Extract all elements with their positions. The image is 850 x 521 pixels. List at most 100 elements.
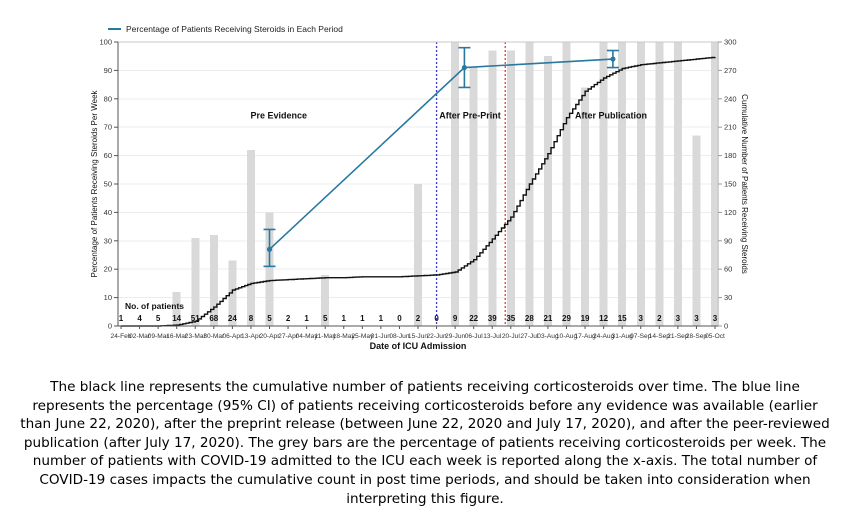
svg-text:180: 180 [724, 151, 737, 160]
svg-text:210: 210 [724, 123, 737, 132]
cumulative-line [121, 56, 716, 327]
svg-text:31-Aug: 31-Aug [612, 333, 634, 340]
svg-text:9: 9 [453, 314, 458, 323]
svg-text:5: 5 [156, 314, 161, 323]
svg-text:30: 30 [724, 293, 732, 302]
svg-text:13-Jul: 13-Jul [483, 333, 501, 340]
svg-text:1: 1 [342, 314, 347, 323]
svg-text:2: 2 [286, 314, 291, 323]
annotation-after-publication: After Publication [575, 111, 647, 121]
svg-text:05-Oct: 05-Oct [705, 333, 725, 340]
svg-text:60: 60 [724, 265, 732, 274]
svg-text:68: 68 [209, 314, 218, 323]
period-percentage-line [263, 46, 619, 268]
svg-text:10-Aug: 10-Aug [556, 333, 578, 340]
svg-text:02-Mar: 02-Mar [129, 333, 151, 340]
svg-text:18-May: 18-May [333, 333, 356, 340]
svg-text:22-Jun: 22-Jun [426, 333, 446, 340]
svg-text:06-Jul: 06-Jul [465, 333, 483, 340]
svg-text:70: 70 [104, 123, 112, 132]
svg-text:0: 0 [397, 314, 402, 323]
svg-text:07-Sep: 07-Sep [630, 333, 652, 340]
svg-text:3: 3 [639, 314, 644, 323]
svg-text:21: 21 [543, 314, 552, 323]
y-axis-left-title: Percentage of Patients Receiving Steroid… [90, 89, 99, 277]
svg-text:14-Sep: 14-Sep [649, 333, 671, 340]
svg-text:30: 30 [104, 236, 112, 245]
svg-text:90: 90 [104, 66, 112, 75]
svg-text:35: 35 [506, 314, 515, 323]
annotation-after-pre-print: After Pre-Print [439, 111, 501, 121]
svg-text:23-Mar: 23-Mar [185, 333, 207, 340]
svg-text:30-Mar: 30-Mar [203, 333, 225, 340]
combo-chart: 0102030405060708090100030609012015018021… [90, 24, 749, 351]
svg-text:24-Aug: 24-Aug [593, 333, 615, 340]
svg-text:1: 1 [360, 314, 365, 323]
svg-text:300: 300 [724, 38, 737, 47]
svg-text:24-Feb: 24-Feb [111, 333, 132, 340]
svg-text:1: 1 [379, 314, 384, 323]
svg-text:09-Mar: 09-Mar [148, 333, 170, 340]
svg-text:27-Apr: 27-Apr [278, 333, 299, 340]
svg-text:20-Jul: 20-Jul [502, 333, 520, 340]
weekly-percentage-bars [172, 42, 719, 327]
svg-text:20-Apr: 20-Apr [260, 333, 281, 340]
svg-text:8: 8 [249, 314, 254, 323]
svg-text:51: 51 [191, 314, 200, 323]
svg-text:19: 19 [581, 314, 590, 323]
svg-text:10: 10 [104, 293, 112, 302]
svg-text:5: 5 [323, 314, 328, 323]
svg-text:50: 50 [104, 180, 112, 189]
svg-text:60: 60 [104, 151, 112, 160]
svg-text:28-Sep: 28-Sep [686, 333, 708, 340]
svg-text:11-May: 11-May [314, 333, 336, 340]
svg-text:3: 3 [694, 314, 699, 323]
y-axis-left-ticks: 0 10 20 30 40 50 60 70 80 90 100 [99, 38, 118, 331]
svg-text:2: 2 [416, 314, 421, 323]
steroids-figure: 0 10 20 30 40 50 60 70 80 90 100 0 30 60 90 120 150 180 21… [90, 24, 749, 351]
svg-text:2: 2 [657, 314, 662, 323]
svg-text:28: 28 [525, 314, 534, 323]
period-point [610, 56, 616, 62]
svg-text:04-May: 04-May [296, 333, 319, 340]
svg-text:3: 3 [676, 314, 681, 323]
svg-text:27-Jul: 27-Jul [520, 333, 538, 340]
svg-text:24: 24 [228, 314, 237, 323]
svg-text:150: 150 [724, 180, 737, 189]
period-point [266, 246, 273, 252]
svg-text:0: 0 [434, 314, 439, 323]
y-axis-right-title: Cumulative Number of Patients Receiving … [740, 94, 749, 274]
svg-text:80: 80 [104, 94, 112, 103]
svg-text:100: 100 [99, 38, 112, 47]
svg-text:03-Aug: 03-Aug [537, 333, 559, 340]
svg-text:39: 39 [488, 314, 497, 323]
svg-text:17-Aug: 17-Aug [574, 333, 596, 340]
svg-text:20: 20 [104, 265, 112, 274]
svg-text:120: 120 [724, 208, 737, 217]
legend-label: Percentage of Patients Receiving Steroid… [126, 24, 343, 34]
svg-text:4: 4 [137, 314, 142, 323]
svg-text:14: 14 [172, 314, 181, 323]
x-axis-title: Date of ICU Admission [370, 341, 467, 351]
svg-text:1: 1 [119, 314, 124, 323]
figure-caption: The black line represents the cumulative… [20, 379, 830, 507]
legend: Percentage of Patients Receiving Steroid… [108, 24, 343, 34]
patients-row-label: No. of patients [125, 301, 184, 311]
svg-text:29-Jun: 29-Jun [445, 333, 465, 340]
svg-text:25-May: 25-May [351, 333, 374, 340]
svg-text:15: 15 [618, 314, 627, 323]
svg-text:270: 270 [724, 66, 737, 75]
svg-text:240: 240 [724, 94, 737, 103]
x-axis-ticks: 24-Feb02-Mar09-Mar16-Mar23-Mar30-Mar06-A… [111, 326, 725, 340]
svg-text:12: 12 [599, 314, 608, 323]
svg-text:22: 22 [469, 314, 478, 323]
svg-text:90: 90 [724, 236, 732, 245]
svg-text:06-Apr: 06-Apr [222, 333, 243, 340]
svg-text:01-Jun: 01-Jun [371, 333, 391, 340]
y-axis-right-ticks: 0 30 60 90 120 150 180 210 240 270 300 [718, 38, 737, 331]
svg-text:29: 29 [562, 314, 571, 323]
svg-text:08-Jun: 08-Jun [389, 333, 409, 340]
svg-text:0: 0 [108, 322, 112, 331]
svg-text:40: 40 [104, 208, 112, 217]
svg-text:13-Apr: 13-Apr [241, 333, 262, 340]
